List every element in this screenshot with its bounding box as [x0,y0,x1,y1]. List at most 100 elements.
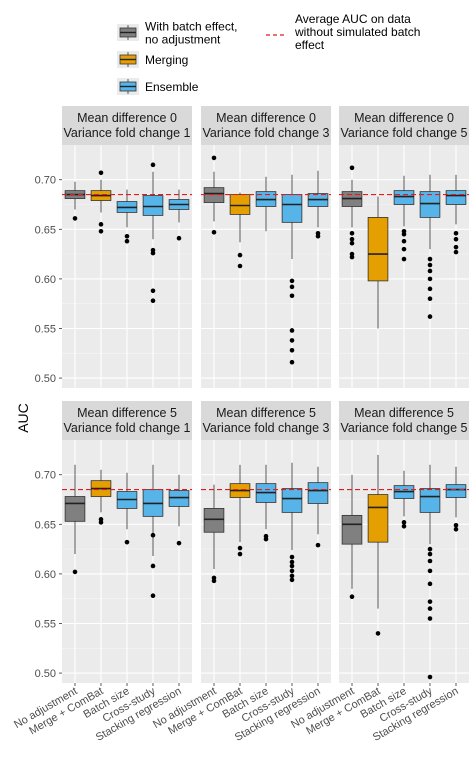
box-5-2 [393,470,415,529]
outlier-point-5 [427,262,433,268]
box-body [203,508,225,533]
outlier-point-0 [453,249,459,255]
outlier-point-1 [401,520,407,525]
outlier-point-1 [427,296,433,302]
panel-strip-label-2-0: Mean difference 0 [354,111,454,125]
legend-label-2-0: Ensemble [145,80,199,94]
panel-strip-label-5-1: Variance fold change 5 [341,421,468,435]
outlier-point-2 [427,606,433,611]
outlier-point-0 [176,235,182,241]
outlier-point-3 [289,563,295,569]
y-tick-label-0-0: 0.50 [35,373,56,385]
box-3-2 [116,472,138,545]
outlier-point-0 [289,359,295,365]
outlier-point-1 [453,244,459,250]
box-1-3 [281,174,303,365]
box-0-1 [90,170,112,234]
outlier-point-2 [150,532,156,538]
box-body [229,194,251,215]
outlier-point-0 [315,542,321,548]
panel-strip-label-4-0: Mean difference 5 [216,406,316,420]
box-body [445,484,467,498]
box-2-3 [419,174,441,319]
y-tick-label-3-3: 0.65 [35,519,56,531]
outlier-point-0 [124,539,130,545]
outlier-point-5 [289,284,295,290]
outlier-point-0 [289,577,295,583]
outlier-point-2 [289,568,295,574]
outlier-point-0 [72,216,78,221]
outlier-point-4 [150,162,156,168]
outlier-point-3 [150,247,156,253]
legend-label-0-0: With batch effect, [145,20,238,34]
outlier-point-4 [289,293,295,299]
box-1-1 [229,192,251,269]
outlier-point-0 [237,551,243,557]
outlier-point-0 [176,540,182,546]
box-body [367,217,389,282]
outlier-point-0 [150,298,156,304]
box-4-2 [255,464,277,542]
panel-strip-label-1-1: Variance fold change 3 [203,126,330,140]
outlier-point-0 [211,229,217,235]
outlier-point-0 [150,593,156,599]
outlier-point-1 [453,522,459,528]
outlier-point-0 [237,263,243,269]
y-tick-label-0-2: 0.60 [35,274,56,286]
y-tick-label-3-4: 0.70 [35,470,56,482]
outlier-point-2 [401,238,407,244]
panel-strip-label-0-1: Variance fold change 1 [64,126,191,140]
outlier-point-6 [427,558,433,564]
outlier-point-1 [237,545,243,551]
outlier-point-1 [289,573,295,579]
outlier-point-1 [150,288,156,294]
box-body [419,191,441,218]
panel-strip-3 [62,401,192,440]
outlier-point-2 [349,240,355,246]
panel-strip-0 [62,106,192,145]
outlier-point-0 [375,631,381,636]
outlier-point-2 [98,170,104,176]
box-0-4 [168,189,190,241]
box-body [281,194,303,223]
outlier-point-1 [150,563,156,569]
outlier-point-1 [98,222,104,227]
outlier-point-1 [315,230,321,236]
outlier-point-0 [124,238,130,244]
outlier-point-5 [289,554,295,560]
y-tick-label-0-4: 0.70 [35,175,56,187]
outlier-point-1 [124,233,130,239]
outlier-point-6 [427,256,433,262]
legend: With batch effect,no adjustment Merging En… [117,12,420,95]
outlier-point-2 [453,236,459,242]
box-1-2 [255,176,277,232]
box-body [419,488,441,513]
panel-strip-2 [339,106,469,145]
outlier-point-1 [427,616,433,621]
box-4-1 [229,464,251,557]
box-0-2 [116,189,138,244]
box-body [168,490,190,507]
legend-reference-label-2: effect [295,38,325,52]
box-4-4 [307,466,329,548]
outlier-point-6 [289,278,295,284]
outlier-point-1 [349,251,355,257]
legend-label-1-0: Merging [145,53,188,67]
panel-strip-label-3-0: Mean difference 5 [77,406,177,420]
outlier-point-0 [401,256,407,262]
box-1-4 [307,170,329,239]
box-body [445,190,467,205]
outlier-point-1 [263,533,269,539]
box-4-3 [281,462,303,583]
outlier-point-1 [211,575,217,581]
panel-strip-label-3-1: Variance fold change 1 [64,421,191,435]
outlier-point-1 [237,252,243,258]
